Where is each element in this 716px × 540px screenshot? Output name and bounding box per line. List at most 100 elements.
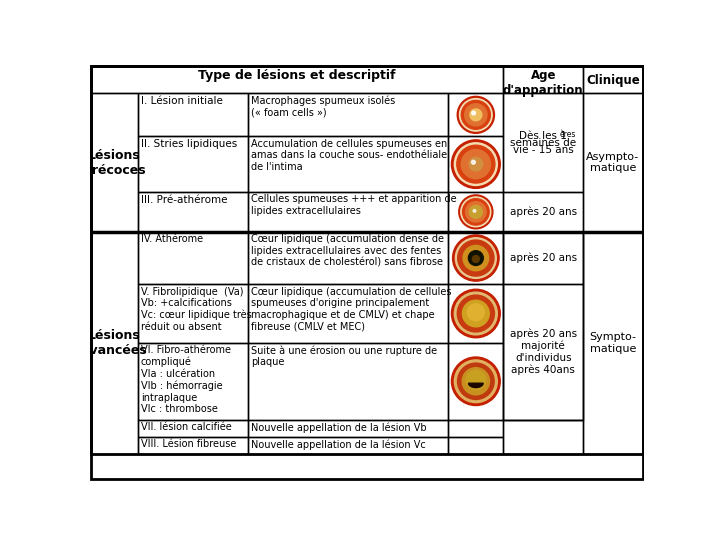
- Text: Dès les 1: Dès les 1: [519, 131, 567, 141]
- Bar: [503, 66, 583, 93]
- Text: après 20 ans
majorité
d'individus
après 40ans: après 20 ans majorité d'individus après …: [510, 329, 577, 375]
- Circle shape: [461, 150, 490, 179]
- Circle shape: [469, 157, 483, 171]
- Circle shape: [458, 96, 495, 133]
- Bar: [248, 192, 448, 232]
- Text: Accumulation de cellules spumeuses en
amas dans la couche sous- endothéliale
de : Accumulation de cellules spumeuses en am…: [251, 139, 447, 172]
- Text: après 20 ans: après 20 ans: [510, 207, 577, 217]
- Text: Nouvelle appellation de la lésion Vc: Nouvelle appellation de la lésion Vc: [251, 439, 425, 449]
- Text: Cellules spumeuses +++ et apparition de
lipides extracellulaires: Cellules spumeuses +++ et apparition de …: [251, 194, 456, 216]
- Bar: [137, 420, 248, 437]
- Text: Cœur lipidique (accumulation de cellules
spumeuses d'origine principalement
macr: Cœur lipidique (accumulation de cellules…: [251, 287, 451, 332]
- Bar: [448, 93, 503, 137]
- Text: VIII. Lésion fibreuse: VIII. Lésion fibreuse: [140, 439, 236, 449]
- Text: vie - 15 ans: vie - 15 ans: [513, 145, 574, 156]
- Circle shape: [455, 143, 498, 185]
- Bar: [448, 192, 503, 232]
- Text: V. Fibrolipidique  (Va)
Vb: +calcifications
Vc: cœur lipidique très
réduit ou ab: V. Fibrolipidique (Va) Vb: +calcificatio…: [140, 287, 251, 332]
- Bar: [503, 420, 583, 454]
- Circle shape: [462, 368, 490, 395]
- Text: Macrophages spumeux isolés
(« foam cells »): Macrophages spumeux isolés (« foam cells…: [251, 96, 395, 118]
- Circle shape: [451, 140, 500, 188]
- Text: VI. Fibro-athérome
compliqué
VIa : ulcération
VIb : hémorragie
intraplaque
VIc :: VI. Fibro-athérome compliqué VIa : ulcér…: [140, 345, 231, 414]
- Circle shape: [468, 304, 485, 321]
- Bar: [137, 343, 248, 420]
- Circle shape: [458, 295, 494, 332]
- Circle shape: [465, 202, 486, 222]
- Circle shape: [451, 357, 500, 406]
- Bar: [248, 232, 448, 284]
- Circle shape: [455, 238, 496, 279]
- Bar: [137, 192, 248, 232]
- Circle shape: [466, 370, 485, 390]
- Text: III. Pré-athérome: III. Pré-athérome: [140, 195, 227, 205]
- Circle shape: [473, 255, 479, 262]
- Bar: [137, 437, 248, 454]
- Text: ères: ères: [559, 130, 576, 139]
- Text: VII. lésion calcifiée: VII. lésion calcifiée: [140, 422, 231, 432]
- Circle shape: [461, 100, 490, 129]
- Circle shape: [460, 99, 492, 131]
- Bar: [91, 232, 137, 454]
- Text: Type de lésions et descriptif: Type de lésions et descriptif: [198, 69, 396, 82]
- Bar: [137, 137, 248, 192]
- Circle shape: [458, 240, 494, 276]
- Bar: [448, 137, 503, 192]
- Circle shape: [457, 145, 495, 183]
- Text: Nouvelle appellation de la lésion Vb: Nouvelle appellation de la lésion Vb: [251, 422, 426, 433]
- Text: Cœur lipidique (accumulation dense de
lipides extracellulaires avec des fentes
d: Cœur lipidique (accumulation dense de li…: [251, 234, 444, 267]
- Bar: [503, 232, 583, 284]
- Bar: [448, 284, 503, 343]
- Bar: [448, 232, 503, 284]
- Circle shape: [472, 111, 475, 115]
- Bar: [137, 284, 248, 343]
- Text: Clinique: Clinique: [586, 74, 640, 87]
- Bar: [248, 284, 448, 343]
- Bar: [448, 437, 503, 454]
- Bar: [248, 343, 448, 420]
- Text: Sympto-
matique: Sympto- matique: [589, 332, 637, 354]
- Bar: [137, 232, 248, 284]
- Circle shape: [451, 289, 500, 338]
- Text: après 20 ans: après 20 ans: [510, 253, 577, 264]
- Circle shape: [459, 195, 493, 229]
- Text: semaines de: semaines de: [511, 138, 576, 149]
- Text: Lésions
précoces: Lésions précoces: [83, 148, 145, 177]
- Text: Age
d'apparition: Age d'apparition: [503, 70, 584, 97]
- Bar: [503, 93, 583, 192]
- Bar: [248, 137, 448, 192]
- Circle shape: [458, 363, 494, 400]
- Bar: [503, 192, 583, 232]
- Bar: [248, 420, 448, 437]
- Text: Suite à une érosion ou une rupture de
plaque: Suite à une érosion ou une rupture de pl…: [251, 345, 437, 367]
- Text: I. Lésion initiale: I. Lésion initiale: [140, 96, 223, 106]
- Circle shape: [453, 235, 499, 281]
- Bar: [583, 66, 643, 93]
- Bar: [583, 93, 643, 232]
- Circle shape: [468, 251, 483, 266]
- Text: IV. Athérome: IV. Athérome: [140, 234, 203, 244]
- Polygon shape: [468, 383, 483, 388]
- Bar: [503, 284, 583, 420]
- Circle shape: [470, 205, 483, 218]
- Bar: [248, 93, 448, 137]
- Circle shape: [461, 197, 491, 227]
- Circle shape: [471, 160, 475, 164]
- Circle shape: [473, 210, 476, 212]
- Circle shape: [463, 245, 488, 271]
- Bar: [448, 343, 503, 420]
- Bar: [137, 93, 248, 137]
- Text: II. Stries lipidiques: II. Stries lipidiques: [140, 139, 237, 150]
- Text: Asympto-
matique: Asympto- matique: [586, 152, 639, 173]
- Bar: [583, 232, 643, 454]
- Bar: [91, 93, 137, 232]
- Circle shape: [463, 300, 489, 327]
- Bar: [248, 437, 448, 454]
- Circle shape: [470, 109, 482, 121]
- Circle shape: [455, 360, 498, 403]
- Text: Lésions
avancées: Lésions avancées: [82, 329, 147, 357]
- Circle shape: [463, 199, 489, 225]
- Circle shape: [465, 104, 487, 126]
- Bar: [91, 66, 503, 93]
- Bar: [448, 420, 503, 437]
